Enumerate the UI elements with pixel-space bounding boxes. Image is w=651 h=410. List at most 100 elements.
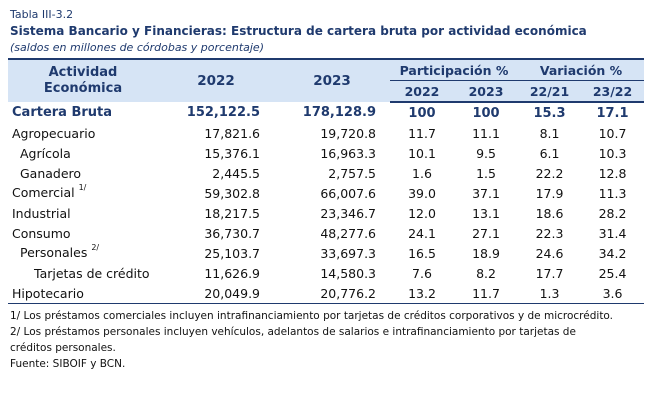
- cell-part-2022: 1.6: [412, 165, 432, 181]
- header-year-2022: 2022: [158, 58, 274, 102]
- cell-var-22-21: 15.3: [533, 105, 566, 121]
- cell-2023: 20,776.2: [274, 283, 390, 304]
- cell-part-2022: 39.0: [408, 185, 436, 201]
- header-var-23-22: 23/22: [581, 80, 645, 103]
- footnote-1: 1/ Los préstamos comerciales incluyen in…: [10, 310, 614, 322]
- cell-var-22-21: 17.9: [535, 185, 564, 201]
- cell-var-23-22: 11.3: [598, 185, 627, 201]
- table-row: Tarjetas de crédito 11,626.9 14,580.3 7.…: [8, 263, 644, 283]
- source-note: Fuente: SIBOIF y BCN.: [10, 358, 126, 370]
- table-title: Sistema Bancario y Financieras: Estructu…: [10, 24, 587, 38]
- header-year-2023: 2023: [274, 58, 390, 102]
- cell-part-2023: 9.5: [476, 145, 496, 161]
- header-activity: Actividad Económica: [8, 58, 158, 102]
- table-subtitle: (saldos en millones de córdobas y porcen…: [10, 41, 264, 54]
- table-row: Comercial 1/ 59,302.8 66,007.6 39.0 37.1…: [8, 183, 644, 203]
- table-row: Personales 2/ 25,103.7 33,697.3 16.5 18.…: [8, 243, 644, 263]
- cell-2023: 16,963.3: [320, 145, 376, 161]
- cell-var-22-21: 24.6: [535, 245, 564, 261]
- header-activity-line1: Actividad: [48, 65, 118, 80]
- cell-part-2022: 100: [408, 105, 436, 121]
- cell-var-23-22: 34.2: [598, 245, 627, 261]
- cell-2022: 20,049.9: [158, 283, 274, 304]
- cell-part-2022: 7.6: [412, 265, 432, 281]
- table-row: Cartera Bruta 152,122.5 178,128.9 100 10…: [8, 102, 644, 123]
- cell-var-22-21: 22.2: [535, 165, 564, 181]
- footnote-ref: 1/: [78, 183, 87, 193]
- cell-2022: 11,626.9: [204, 265, 260, 281]
- cell-2023: 19,720.8: [320, 125, 376, 141]
- footnote-ref: 2/: [91, 243, 100, 253]
- header-part-2023: 2023: [454, 80, 519, 103]
- row-label: Cartera Bruta: [12, 105, 113, 120]
- row-label: Industrial: [12, 205, 71, 221]
- row-label: Ganadero: [20, 165, 82, 181]
- cell-2022: 36,730.7: [204, 225, 260, 241]
- cell-2023: 66,007.6: [320, 185, 376, 201]
- cell-2023: 178,128.9: [302, 105, 376, 120]
- table-row: Consumo 36,730.7 48,277.6 24.1 27.1 22.3…: [8, 223, 644, 243]
- header-variacion: Variación %: [518, 58, 645, 81]
- cell-var-22-21: 22.3: [535, 225, 564, 241]
- cell-2023: 48,277.6: [320, 225, 376, 241]
- cell-var-22-21: 18.6: [535, 205, 564, 221]
- header-var-22-21: 22/21: [518, 80, 582, 103]
- row-label: Agropecuario: [12, 125, 96, 141]
- cell-part-2022: 11.7: [408, 125, 436, 141]
- cell-var-22-21: 6.1: [539, 145, 560, 161]
- cell-2022: 18,217.5: [204, 205, 260, 221]
- header-row-1: Actividad Económica 2022 2023 Participac…: [8, 58, 645, 102]
- cell-2023: 23,346.7: [320, 205, 376, 221]
- footnotes: 1/ Los préstamos comerciales incluyen in…: [10, 308, 644, 372]
- cell-var-23-22: 10.7: [598, 125, 627, 141]
- table-label: Tabla III-3.2: [10, 8, 74, 21]
- cell-part-2023: 18.9: [472, 245, 500, 261]
- data-table: Actividad Económica 2022 2023 Participac…: [8, 58, 645, 304]
- cell-2022: 15,376.1: [204, 145, 260, 161]
- cell-part-2023: 11.7: [454, 283, 519, 304]
- row-label: Consumo: [12, 225, 71, 241]
- row-label: Agrícola: [20, 145, 71, 161]
- cell-var-22-21: 1.3: [518, 283, 582, 304]
- cell-part-2023: 8.2: [476, 265, 496, 281]
- row-label: Tarjetas de crédito: [34, 265, 150, 281]
- header-part-2022: 2022: [390, 80, 454, 103]
- cell-var-23-22: 25.4: [598, 265, 627, 281]
- row-label: Personales 2/: [20, 243, 100, 261]
- cell-2022: 25,103.7: [204, 245, 260, 261]
- table-row: Agropecuario 17,821.6 19,720.8 11.7 11.1…: [8, 123, 644, 143]
- cell-part-2022: 12.0: [408, 205, 436, 221]
- cell-2022: 152,122.5: [186, 105, 260, 120]
- cell-var-23-22: 12.8: [598, 165, 627, 181]
- header-activity-line2: Económica: [43, 81, 123, 96]
- cell-2023: 2,757.5: [328, 165, 376, 181]
- cell-2023: 14,580.3: [320, 265, 376, 281]
- cell-part-2023: 100: [472, 105, 500, 121]
- cell-2023: 33,697.3: [320, 245, 376, 261]
- cell-var-23-22: 3.6: [581, 283, 645, 304]
- row-label: Comercial 1/: [12, 183, 87, 201]
- cell-part-2023: 37.1: [472, 185, 500, 201]
- footnote-2-line1: 2/ Los préstamos personales incluyen veh…: [10, 326, 576, 338]
- cell-var-22-21: 17.7: [535, 265, 564, 281]
- table-row: Ganadero 2,445.5 2,757.5 1.6 1.5 22.2 12…: [8, 163, 644, 183]
- cell-part-2023: 11.1: [472, 125, 500, 141]
- header-participacion: Participación %: [390, 58, 519, 81]
- cell-var-23-22: 10.3: [598, 145, 627, 161]
- cell-var-23-22: 31.4: [598, 225, 627, 241]
- cell-part-2022: 16.5: [408, 245, 436, 261]
- table-container: Tabla III-3.2 Sistema Bancario y Financi…: [8, 8, 645, 372]
- cell-part-2023: 27.1: [472, 225, 500, 241]
- cell-2022: 17,821.6: [204, 125, 260, 141]
- cell-part-2023: 13.1: [472, 205, 500, 221]
- cell-var-22-21: 8.1: [539, 125, 560, 141]
- table-row: Industrial 18,217.5 23,346.7 12.0 13.1 1…: [8, 203, 644, 223]
- cell-2022: 59,302.8: [204, 185, 260, 201]
- cell-part-2022: 24.1: [408, 225, 436, 241]
- cell-2022: 2,445.5: [212, 165, 260, 181]
- footnote-2-line2: créditos personales.: [10, 342, 116, 354]
- cell-part-2022: 10.1: [408, 145, 436, 161]
- cell-var-23-22: 28.2: [598, 205, 627, 221]
- row-label: Hipotecario: [8, 283, 158, 304]
- table-row: Agrícola 15,376.1 16,963.3 10.1 9.5 6.1 …: [8, 143, 644, 163]
